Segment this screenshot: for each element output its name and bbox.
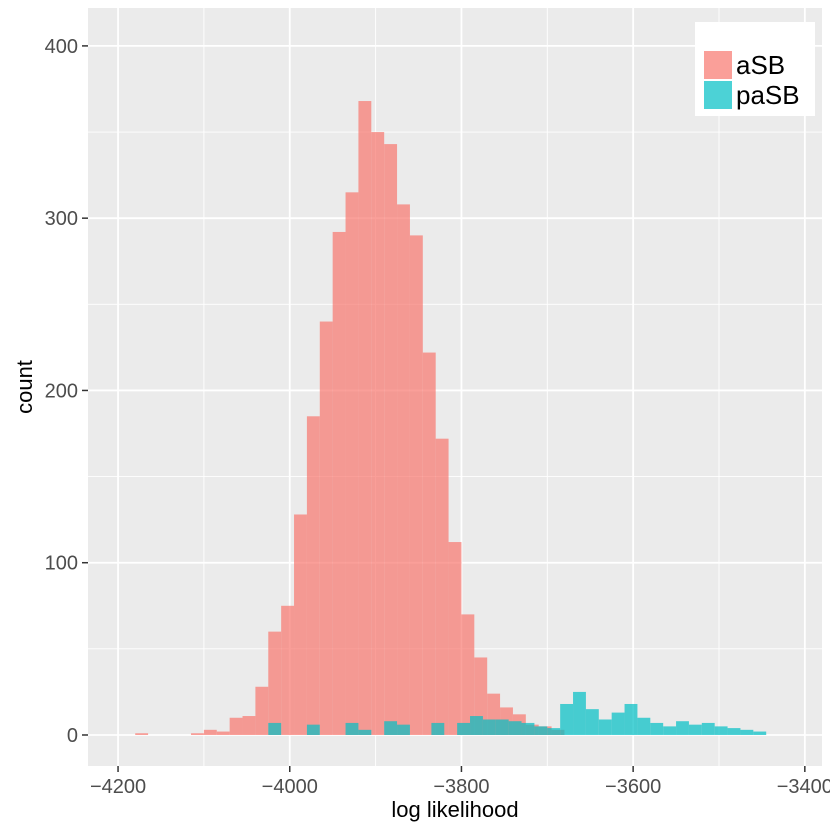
bar-paSB [384, 721, 398, 735]
bar-aSB [255, 686, 269, 735]
bar-paSB [573, 691, 586, 735]
bar-paSB [753, 731, 767, 735]
bar-aSB [268, 631, 282, 735]
y-tick-label: 0 [67, 725, 78, 747]
bar-paSB [547, 728, 561, 735]
bar-aSB [345, 192, 359, 735]
bar-paSB [470, 716, 483, 735]
bar-paSB [397, 724, 410, 735]
bar-paSB [585, 709, 599, 735]
legend-label-asb: aSB [736, 50, 785, 80]
bar-paSB [663, 726, 677, 735]
bar-aSB [409, 235, 423, 735]
bar-aSB [435, 438, 449, 735]
x-tick-label: −3400 [777, 776, 830, 798]
bar-paSB [637, 717, 651, 735]
bar-aSB [448, 542, 462, 735]
legend-label-pasb: paSB [736, 80, 800, 110]
bar-paSB [268, 722, 282, 735]
bar-paSB [358, 729, 372, 735]
x-axis-title: log likelihood [391, 797, 518, 822]
bar-paSB [306, 724, 320, 735]
bar-aSB [397, 204, 410, 735]
y-tick-label: 100 [45, 553, 78, 575]
bar-paSB [534, 726, 548, 735]
bar-aSB [242, 716, 256, 735]
bar-aSB [371, 132, 385, 735]
x-axis-ticks: −4200 −4000 −3800 −3600 −3400 [90, 766, 830, 798]
y-tick-label: 300 [45, 208, 78, 230]
x-tick-label: −3800 [433, 776, 489, 798]
bar-paSB [598, 719, 612, 735]
bar-paSB [701, 722, 715, 735]
bar-aSB [191, 733, 204, 735]
legend-key-asb [704, 51, 732, 79]
bar-paSB [508, 721, 522, 735]
bar-aSB [306, 416, 320, 735]
bar-paSB [482, 719, 496, 735]
bar-aSB [319, 321, 333, 735]
bar-paSB [624, 703, 638, 735]
bar-aSB [135, 733, 149, 735]
legend: aSB paSB [695, 22, 815, 116]
bar-aSB [384, 144, 398, 735]
x-tick-label: −3600 [605, 776, 661, 798]
bar-aSB [229, 717, 243, 735]
bar-paSB [345, 722, 359, 735]
bar-aSB [281, 605, 295, 735]
bar-paSB [457, 722, 471, 735]
bar-paSB [714, 726, 728, 735]
bar-paSB [740, 729, 754, 735]
histogram-bars [135, 101, 767, 735]
bar-paSB [521, 722, 535, 735]
series-aSB [135, 101, 565, 735]
x-tick-label: −4000 [262, 776, 318, 798]
bar-paSB [611, 712, 625, 735]
bar-aSB [358, 101, 372, 735]
bar-paSB [688, 724, 702, 735]
y-tick-label: 200 [45, 380, 78, 402]
bar-aSB [422, 352, 436, 735]
y-axis-title: count [12, 360, 37, 414]
bar-paSB [650, 722, 664, 735]
bar-paSB [676, 721, 689, 735]
bar-aSB [216, 731, 230, 735]
legend-key-pasb [704, 81, 732, 109]
y-axis-ticks: 0 100 200 300 400 [45, 36, 88, 747]
bar-paSB [495, 719, 509, 735]
y-tick-label: 400 [45, 36, 78, 58]
bar-paSB [431, 722, 445, 735]
bar-aSB [203, 729, 217, 735]
bar-aSB [294, 514, 307, 735]
bar-aSB [474, 657, 488, 735]
bar-paSB [727, 728, 741, 735]
series-paSB [268, 691, 767, 735]
bar-paSB [560, 703, 574, 735]
bar-aSB [332, 231, 346, 735]
bar-aSB [461, 614, 475, 735]
x-tick-label: −4200 [90, 776, 146, 798]
